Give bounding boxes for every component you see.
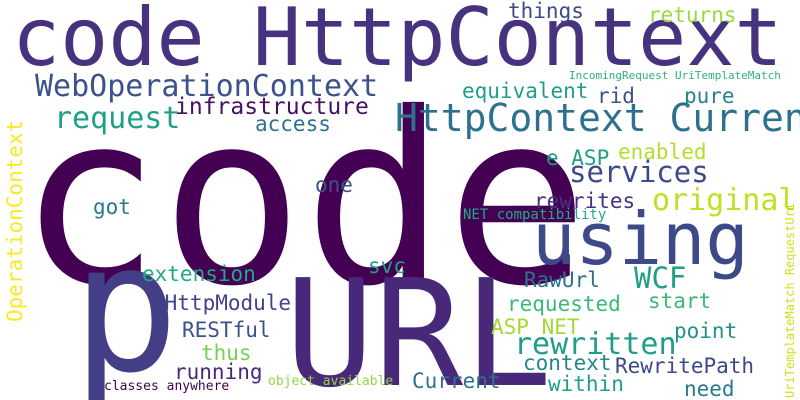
word-rawurl: RawUrl — [524, 268, 600, 292]
word-rid: rid — [597, 84, 635, 108]
word-extension: extension — [142, 262, 256, 286]
word-running: running — [174, 360, 263, 384]
word-got: got — [93, 195, 131, 219]
word-url: URL — [285, 248, 553, 400]
word-original: original — [652, 183, 797, 218]
word-context: context — [523, 351, 612, 375]
word-pure: pure — [684, 84, 735, 108]
word-infrastructure: infrastructure — [175, 94, 369, 120]
word-restful: RESTful — [182, 318, 271, 342]
word-weboperationcontext: WebOperationContext — [35, 69, 379, 104]
word-need: need — [684, 377, 735, 400]
word-requested: requested — [507, 292, 621, 316]
word-ihttpmodule: IHttpModule — [152, 291, 292, 315]
word-rewrites: rewrites — [534, 189, 636, 213]
word-svc: svc — [368, 254, 406, 278]
word-point: point — [674, 319, 738, 343]
word-wcf: WCF — [634, 261, 687, 295]
word-thus: thus — [201, 341, 252, 365]
word-services: services — [569, 155, 709, 189]
word-code-httpcontext: code HttpContext — [12, 0, 783, 84]
word-httpcontext-current: HttpContext Current — [395, 96, 800, 140]
word-returns: returns — [648, 3, 737, 27]
word-rewritepath: RewritePath — [615, 354, 755, 378]
word-p: p — [72, 205, 180, 400]
word-classes-anywhere: classes anywhere — [104, 379, 230, 394]
word-asp-net: ASP NET — [491, 315, 580, 339]
word-one: one — [315, 173, 353, 197]
word-equivalent: equivalent — [462, 79, 589, 103]
word-incomingrequest-uritemplatematch: IncomingRequest UriTemplateMatch — [569, 69, 781, 82]
word-operationcontext: OperationContext — [3, 119, 27, 322]
word-code: code — [18, 62, 589, 338]
word-start: start — [648, 289, 712, 313]
word-rewritten: rewritten — [514, 327, 677, 362]
word-using: using — [532, 197, 749, 281]
word-within: within — [548, 372, 624, 396]
word-access: access — [255, 112, 331, 136]
word-e-asp: e ASP — [546, 146, 610, 170]
word-request: request — [54, 101, 181, 136]
word-current: Current — [412, 369, 501, 393]
word-object-available: object available — [268, 374, 394, 389]
word-things: things — [508, 0, 584, 23]
word-enabled: enabled — [618, 140, 707, 164]
word-uritemplatematch-requesturi: UriTemplateMatch RequestUri — [783, 202, 797, 398]
word-net-compatibility: NET compatibility — [463, 207, 607, 223]
